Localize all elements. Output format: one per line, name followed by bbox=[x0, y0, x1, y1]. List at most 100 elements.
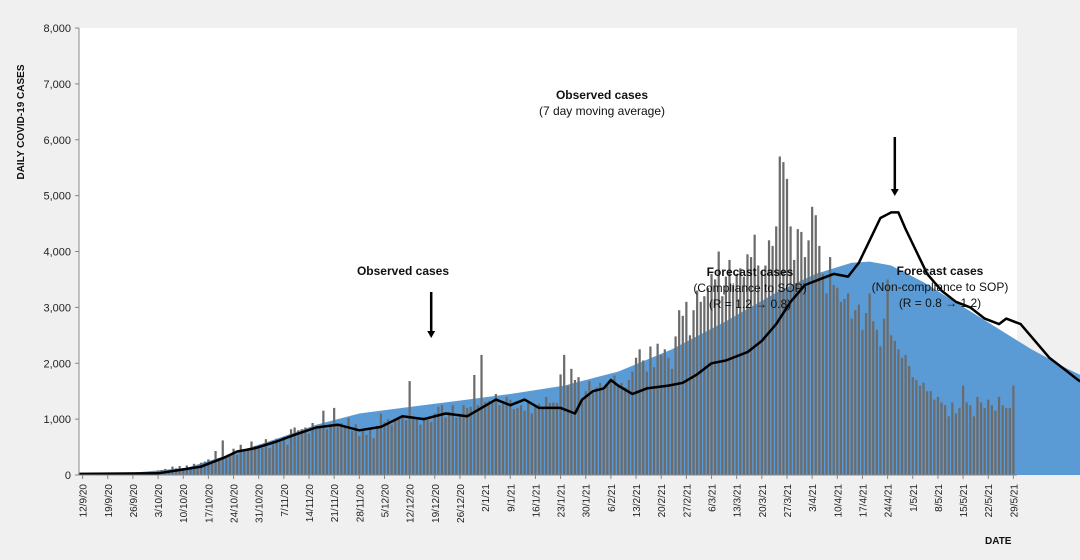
y-tick-label: 6,000 bbox=[43, 135, 71, 147]
bar bbox=[304, 427, 307, 475]
bar bbox=[800, 231, 803, 475]
bar bbox=[581, 399, 584, 475]
bar bbox=[325, 429, 329, 475]
bar bbox=[710, 273, 713, 475]
bar bbox=[444, 417, 447, 475]
bar bbox=[807, 240, 810, 475]
annotation-r-value: (R = 1.2 → 0.8) bbox=[708, 297, 792, 311]
bar bbox=[696, 290, 699, 475]
bar bbox=[1012, 385, 1015, 475]
bar bbox=[239, 444, 242, 475]
bar bbox=[703, 296, 706, 475]
bar bbox=[958, 407, 961, 475]
bar bbox=[911, 377, 914, 475]
bar bbox=[660, 354, 663, 475]
bar bbox=[246, 448, 250, 475]
series-line-moving-average bbox=[78, 211, 1080, 476]
bar bbox=[854, 310, 857, 475]
bar bbox=[451, 405, 454, 475]
annotation-moving-average: Observed cases (7 day moving average) bbox=[512, 87, 692, 119]
x-tick-label: 5/12/20 bbox=[380, 484, 391, 518]
bar bbox=[563, 354, 566, 475]
bar bbox=[253, 445, 257, 475]
bar bbox=[843, 299, 846, 475]
bar bbox=[519, 405, 523, 475]
bar bbox=[559, 374, 562, 475]
bar bbox=[289, 429, 293, 475]
x-tick-label: 10/4/21 bbox=[833, 484, 844, 518]
bar bbox=[487, 400, 490, 475]
bar bbox=[771, 245, 774, 475]
bar bbox=[685, 301, 688, 475]
bar bbox=[415, 418, 418, 475]
x-tick-label: 31/10/20 bbox=[255, 484, 266, 523]
bar bbox=[480, 354, 483, 475]
bar bbox=[868, 293, 871, 475]
x-tick-label: 26/12/20 bbox=[456, 484, 467, 523]
bar bbox=[882, 318, 886, 475]
bar bbox=[789, 226, 792, 475]
bar bbox=[455, 417, 458, 475]
bar bbox=[361, 429, 365, 475]
bar bbox=[394, 419, 397, 475]
y-tick-label: 5,000 bbox=[43, 191, 71, 203]
bar bbox=[390, 424, 393, 475]
x-tick-label: 3/4/21 bbox=[808, 484, 819, 512]
bar bbox=[785, 178, 789, 475]
bar bbox=[994, 410, 997, 475]
bar bbox=[433, 413, 436, 475]
bar bbox=[861, 329, 864, 475]
bar bbox=[573, 380, 577, 475]
bar bbox=[307, 433, 311, 475]
bar bbox=[890, 335, 893, 475]
bar bbox=[969, 405, 972, 475]
bar bbox=[225, 456, 228, 475]
bar bbox=[832, 285, 835, 475]
bar bbox=[767, 240, 771, 475]
bar bbox=[961, 385, 965, 475]
bar bbox=[509, 399, 512, 475]
bar bbox=[505, 396, 508, 475]
bar bbox=[793, 259, 796, 475]
x-tick-label: 23/1/21 bbox=[557, 484, 568, 518]
bar bbox=[599, 382, 602, 475]
bar bbox=[857, 304, 860, 475]
bar bbox=[343, 425, 347, 475]
bar bbox=[422, 417, 426, 475]
bar bbox=[731, 285, 735, 475]
bar bbox=[1005, 407, 1008, 475]
annotation-title: Forecast cases bbox=[896, 264, 984, 278]
bar bbox=[825, 293, 828, 475]
bar bbox=[210, 463, 214, 475]
bar bbox=[674, 336, 677, 475]
bar bbox=[642, 360, 645, 475]
bar bbox=[570, 368, 573, 475]
y-tick-label: 7,000 bbox=[43, 79, 71, 91]
bar bbox=[681, 315, 684, 475]
bar bbox=[437, 406, 440, 475]
bar bbox=[228, 456, 232, 475]
bar bbox=[900, 357, 904, 475]
x-tick-label: 26/9/20 bbox=[129, 484, 140, 518]
y-tick-label: 3,000 bbox=[43, 302, 71, 314]
bar bbox=[351, 430, 354, 475]
bar bbox=[340, 423, 343, 475]
bar bbox=[236, 454, 239, 475]
y-tick-label: 1,000 bbox=[43, 414, 71, 426]
annotation-forecast-compliance: Forecast cases (Compliance to SOP) (R = … bbox=[680, 264, 820, 312]
bar bbox=[376, 425, 379, 475]
bar bbox=[627, 380, 630, 475]
bar bbox=[523, 410, 526, 475]
bar bbox=[846, 293, 850, 475]
bar bbox=[516, 407, 519, 475]
bar bbox=[613, 375, 616, 475]
bar bbox=[940, 402, 943, 475]
x-tick-label: 13/3/21 bbox=[733, 484, 744, 518]
bar bbox=[893, 340, 896, 475]
bar bbox=[286, 444, 289, 475]
x-tick-label: 29/5/21 bbox=[1009, 484, 1020, 518]
x-tick-label: 19/12/20 bbox=[431, 484, 442, 523]
bar bbox=[764, 265, 767, 475]
bar bbox=[972, 416, 975, 475]
